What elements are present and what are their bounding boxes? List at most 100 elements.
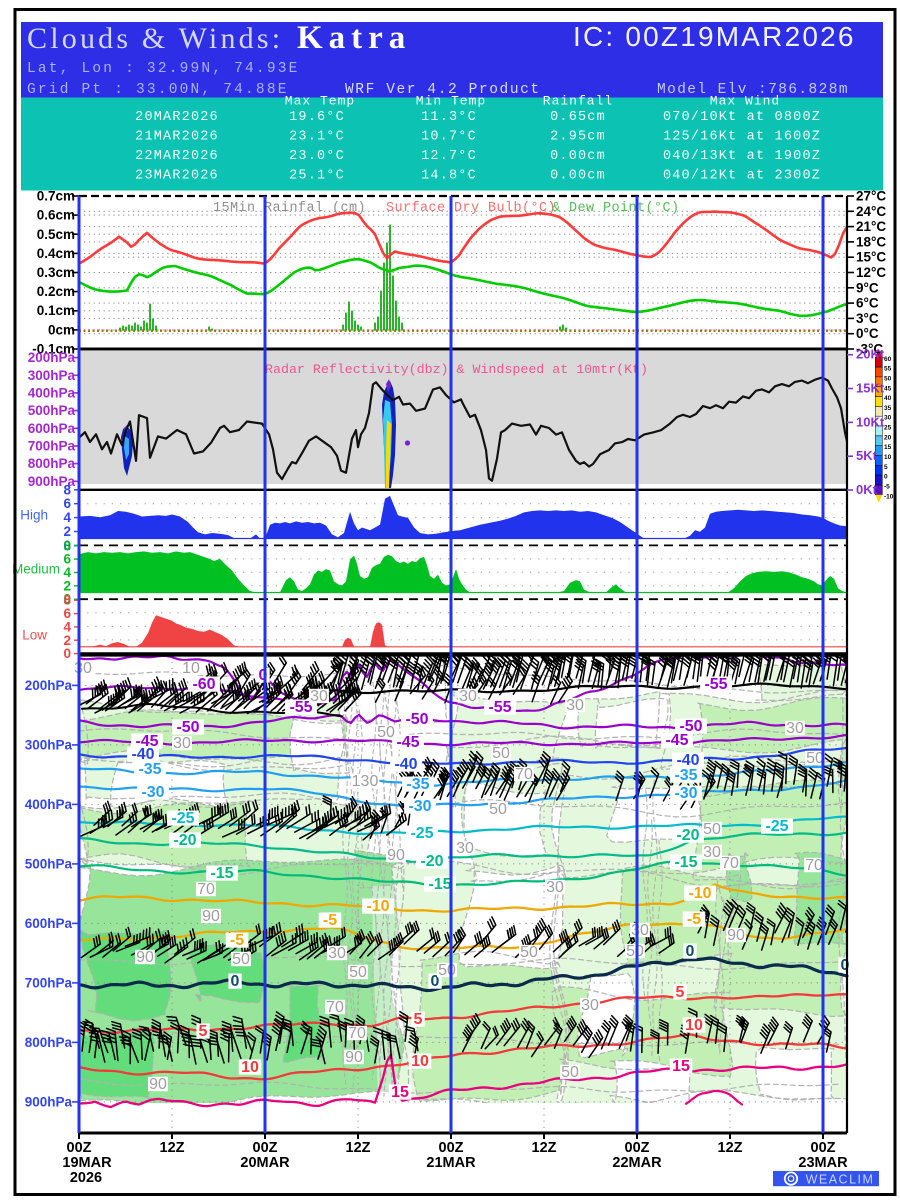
svg-text:-10: -10 bbox=[884, 493, 894, 500]
svg-text:14.8°C: 14.8°C bbox=[421, 169, 477, 184]
svg-text:18°C: 18°C bbox=[856, 234, 886, 249]
svg-text:-20: -20 bbox=[173, 832, 196, 849]
svg-text:8: 8 bbox=[63, 538, 71, 553]
svg-text:30: 30 bbox=[456, 840, 474, 857]
svg-text:10: 10 bbox=[182, 660, 200, 677]
svg-text:21°C: 21°C bbox=[856, 219, 886, 234]
svg-text:70: 70 bbox=[197, 881, 215, 898]
svg-text:12Z: 12Z bbox=[718, 1140, 743, 1156]
svg-text:70: 70 bbox=[326, 999, 344, 1016]
svg-text:30: 30 bbox=[703, 844, 721, 861]
svg-text:11.3°C: 11.3°C bbox=[421, 110, 477, 125]
svg-text:19.6°C: 19.6°C bbox=[289, 110, 345, 125]
svg-text:0.00cm: 0.00cm bbox=[550, 169, 606, 184]
svg-text:6°C: 6°C bbox=[856, 296, 879, 311]
svg-text:-20: -20 bbox=[676, 827, 699, 844]
svg-text:0.65cm: 0.65cm bbox=[550, 110, 606, 125]
svg-text:Lat, Lon : 32.99N, 74.93E: Lat, Lon : 32.99N, 74.93E bbox=[27, 61, 300, 77]
svg-text:-40: -40 bbox=[676, 752, 699, 769]
svg-text:25.1°C: 25.1°C bbox=[289, 169, 345, 184]
svg-text:-35: -35 bbox=[138, 761, 161, 778]
svg-text:15Kt: 15Kt bbox=[856, 381, 885, 396]
svg-text:10: 10 bbox=[884, 454, 892, 461]
svg-text:20: 20 bbox=[884, 434, 892, 441]
svg-text:-3°C: -3°C bbox=[856, 342, 883, 357]
svg-text:-30: -30 bbox=[141, 784, 164, 801]
svg-text:30: 30 bbox=[581, 997, 599, 1014]
svg-text:High: High bbox=[20, 508, 48, 523]
svg-text:50: 50 bbox=[349, 964, 367, 981]
svg-text:Clouds & Winds:: Clouds & Winds: bbox=[27, 22, 283, 55]
svg-text:900hPa: 900hPa bbox=[28, 474, 76, 489]
svg-text:600hPa: 600hPa bbox=[25, 916, 73, 931]
svg-text:2026: 2026 bbox=[70, 1170, 102, 1186]
svg-text:50: 50 bbox=[492, 745, 510, 762]
svg-text:-10: -10 bbox=[688, 885, 711, 902]
svg-text:-35: -35 bbox=[674, 767, 697, 784]
svg-text:30: 30 bbox=[631, 922, 649, 939]
svg-text:Low: Low bbox=[22, 628, 47, 643]
svg-text:22MAR2026: 22MAR2026 bbox=[135, 149, 219, 164]
svg-text:200hPa: 200hPa bbox=[25, 678, 73, 693]
svg-text:-40: -40 bbox=[131, 746, 154, 763]
svg-text:10: 10 bbox=[241, 1059, 259, 1076]
svg-text:40: 40 bbox=[884, 395, 892, 402]
svg-text:0.5cm: 0.5cm bbox=[37, 227, 75, 242]
svg-text:0.4cm: 0.4cm bbox=[37, 246, 75, 261]
svg-text:12Z: 12Z bbox=[532, 1140, 557, 1156]
svg-text:10.7°C: 10.7°C bbox=[421, 130, 477, 145]
svg-text:0: 0 bbox=[63, 538, 71, 553]
svg-text:-45: -45 bbox=[396, 734, 419, 751]
svg-text:00Z: 00Z bbox=[811, 1140, 836, 1156]
svg-text:6: 6 bbox=[63, 606, 71, 621]
svg-text:0: 0 bbox=[63, 592, 71, 607]
svg-text:23.0°C: 23.0°C bbox=[289, 149, 345, 164]
svg-text:90: 90 bbox=[149, 1076, 167, 1093]
svg-text:24°C: 24°C bbox=[856, 204, 886, 219]
svg-text:0.7cm: 0.7cm bbox=[37, 189, 75, 204]
svg-text:21MAR2026: 21MAR2026 bbox=[135, 130, 219, 145]
svg-text:-45: -45 bbox=[665, 732, 688, 749]
svg-text:30: 30 bbox=[786, 720, 804, 737]
svg-text:30: 30 bbox=[328, 945, 346, 962]
svg-text:8: 8 bbox=[63, 482, 71, 497]
svg-text:130: 130 bbox=[352, 773, 379, 790]
svg-text:5Kt: 5Kt bbox=[856, 448, 878, 463]
svg-text:9°C: 9°C bbox=[856, 280, 879, 295]
svg-text:90: 90 bbox=[345, 1049, 363, 1066]
svg-text:60: 60 bbox=[884, 356, 892, 363]
svg-text:WEACLIM: WEACLIM bbox=[806, 1173, 875, 1187]
svg-text:6: 6 bbox=[63, 552, 71, 567]
svg-text:IC: 00Z19MAR2026: IC: 00Z19MAR2026 bbox=[573, 21, 856, 52]
svg-text:0.2cm: 0.2cm bbox=[37, 284, 75, 299]
svg-text:23MAR: 23MAR bbox=[798, 1155, 848, 1171]
svg-text:15: 15 bbox=[391, 1084, 409, 1101]
svg-text:-5: -5 bbox=[687, 911, 701, 928]
svg-text:70: 70 bbox=[515, 766, 533, 783]
svg-text:45: 45 bbox=[884, 385, 892, 392]
svg-text:4: 4 bbox=[63, 619, 71, 634]
svg-text:& Dew Point(°C): & Dew Point(°C) bbox=[552, 201, 680, 216]
svg-text:00Z: 00Z bbox=[253, 1140, 278, 1156]
svg-text:50: 50 bbox=[520, 944, 538, 961]
svg-text:90: 90 bbox=[387, 847, 405, 864]
svg-text:21MAR: 21MAR bbox=[426, 1155, 476, 1171]
svg-text:-25: -25 bbox=[765, 818, 788, 835]
svg-text:0: 0 bbox=[884, 474, 888, 481]
svg-text:300hPa: 300hPa bbox=[25, 737, 73, 752]
svg-text:500hPa: 500hPa bbox=[28, 403, 76, 418]
svg-text:-55: -55 bbox=[289, 699, 312, 716]
svg-text:700hPa: 700hPa bbox=[28, 439, 76, 454]
svg-text:5: 5 bbox=[414, 1011, 423, 1028]
svg-text:-5: -5 bbox=[230, 932, 244, 949]
svg-text:0°C: 0°C bbox=[856, 326, 879, 341]
svg-text:00Z: 00Z bbox=[625, 1140, 650, 1156]
svg-text:12.7°C: 12.7°C bbox=[421, 149, 477, 164]
svg-text:50: 50 bbox=[232, 951, 250, 968]
svg-text:90: 90 bbox=[136, 949, 154, 966]
svg-text:15: 15 bbox=[672, 1058, 690, 1075]
svg-text:30: 30 bbox=[74, 660, 92, 677]
svg-text:Max Wind: Max Wind bbox=[710, 94, 780, 109]
svg-text:Rainfall: Rainfall bbox=[543, 94, 613, 109]
svg-text:-40: -40 bbox=[394, 756, 417, 773]
